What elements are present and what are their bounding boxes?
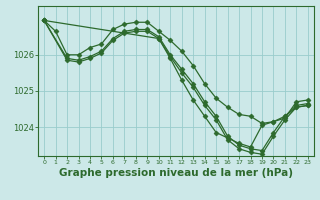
X-axis label: Graphe pression niveau de la mer (hPa): Graphe pression niveau de la mer (hPa) [59, 168, 293, 178]
